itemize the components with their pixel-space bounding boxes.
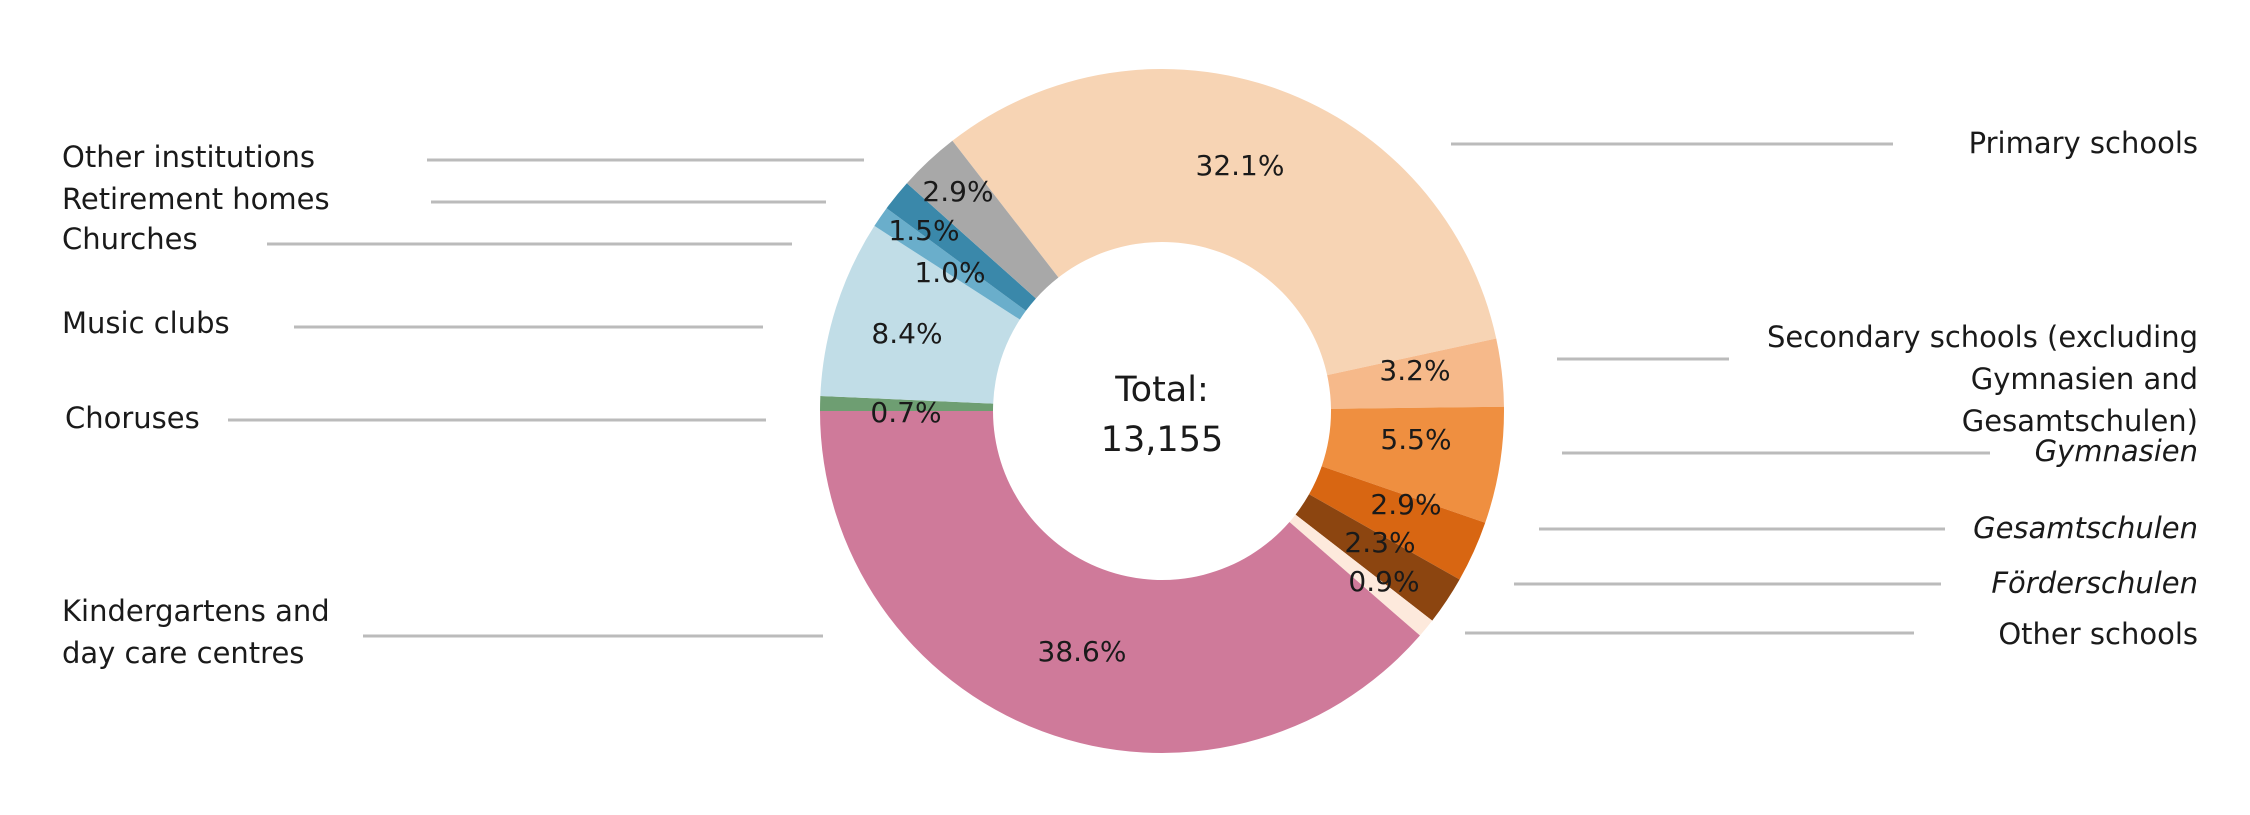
slice xyxy=(820,411,1420,754)
value-label: 3.2% xyxy=(1379,354,1450,387)
category-label: Gymnasien xyxy=(2034,434,2198,468)
category-label: Retirement homes xyxy=(62,182,330,216)
slice xyxy=(820,395,994,411)
category-label: Other institutions xyxy=(62,140,315,174)
value-label: 2.9% xyxy=(922,175,993,208)
slice xyxy=(1295,494,1460,621)
category-label: Other schools xyxy=(1998,617,2198,651)
category-label: Förderschulen xyxy=(1991,566,2198,600)
value-label: 1.0% xyxy=(914,256,985,289)
total-label: Total: xyxy=(1114,370,1209,410)
category-label: Music clubs xyxy=(62,306,230,340)
value-label: 2.3% xyxy=(1344,526,1415,559)
slice xyxy=(1321,406,1504,523)
slice xyxy=(1289,514,1433,636)
category-label: Choruses xyxy=(65,401,200,435)
slice xyxy=(1309,466,1486,580)
category-label: Primary schools xyxy=(1968,126,2198,160)
value-label: 2.9% xyxy=(1370,488,1441,521)
total-value: 13,155 xyxy=(1101,420,1223,460)
category-label: Gesamtschulen xyxy=(1973,511,2198,545)
value-label: 0.9% xyxy=(1348,565,1419,598)
slice xyxy=(1327,338,1504,409)
category-label: Churches xyxy=(62,222,198,256)
category-label: Secondary schools (excluding Gymnasien a… xyxy=(1766,320,2198,438)
value-label: 5.5% xyxy=(1380,423,1451,456)
value-label: 8.4% xyxy=(871,317,942,350)
slice xyxy=(820,225,1020,404)
slice xyxy=(874,208,1026,320)
category-label: Kindergartens and day care centres xyxy=(62,594,330,670)
slice xyxy=(906,140,1059,299)
slice xyxy=(952,69,1497,376)
value-label: 38.6% xyxy=(1038,635,1127,668)
value-label: 0.7% xyxy=(870,396,941,429)
value-label: 32.1% xyxy=(1196,149,1285,182)
slice xyxy=(886,183,1036,311)
value-label: 1.5% xyxy=(888,214,959,247)
